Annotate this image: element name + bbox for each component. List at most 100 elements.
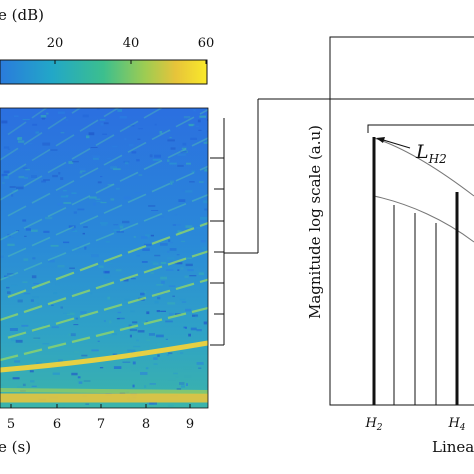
noise-speckle [100, 123, 104, 126]
harmonic-streak [0, 147, 19, 161]
noise-speckle [151, 260, 157, 264]
noise-speckle [98, 265, 104, 268]
noise-speckle [189, 275, 197, 277]
noise-speckle [197, 119, 201, 123]
x-tick-label: 9 [186, 417, 194, 432]
noise-speckle [108, 320, 112, 324]
noise-speckle [204, 168, 208, 172]
noise-speckle [8, 378, 11, 381]
harmonic-streak [199, 221, 208, 228]
noise-speckle [144, 385, 147, 388]
noise-speckle [198, 367, 202, 369]
noise-speckle [123, 196, 131, 200]
noise-speckle [116, 318, 120, 320]
noise-speckle [97, 350, 104, 353]
noise-speckle [17, 137, 23, 140]
noise-speckle [112, 168, 121, 171]
noise-speckle [122, 361, 131, 363]
harmonic-streak [56, 89, 74, 102]
noise-speckle [116, 231, 124, 233]
noise-speckle [22, 118, 30, 120]
noise-speckle [117, 317, 125, 320]
harmonic-streak [127, 141, 147, 153]
noise-speckle [128, 324, 132, 328]
noise-speckle [166, 354, 169, 356]
harmonic-streak [71, 108, 82, 114]
noise-speckle [32, 257, 36, 260]
harmonic-streak [127, 296, 147, 304]
noise-speckle [186, 383, 188, 386]
noise-speckle [176, 254, 180, 256]
noise-speckle [173, 224, 181, 226]
colorbar: e (dB) 20 40 60 [0, 6, 214, 85]
noise-speckle [119, 116, 127, 119]
noise-speckle [113, 366, 122, 369]
noise-speckle [3, 170, 10, 174]
noise-speckle [48, 259, 55, 263]
noise-speckle [84, 245, 87, 248]
noise-speckle [0, 384, 4, 386]
noise-speckle [156, 343, 162, 347]
noise-speckle [60, 195, 68, 198]
noise-speckle [60, 131, 65, 134]
noise-speckle [75, 317, 79, 320]
harmonic-streak [175, 227, 195, 236]
noise-speckle [149, 402, 157, 405]
noise-speckle [81, 354, 88, 357]
harmonic-streak [71, 148, 91, 160]
noise-speckle [151, 210, 159, 211]
x-tick-label: 8 [142, 417, 150, 432]
noise-speckle [165, 338, 168, 340]
noise-speckle [25, 168, 30, 171]
noise-speckle [181, 240, 186, 243]
noise-speckle [31, 275, 37, 279]
noise-speckle [99, 367, 104, 369]
spectrogram-texture [0, 108, 208, 408]
x-tick-label: 5 [7, 417, 15, 432]
noise-speckle [154, 154, 161, 158]
noise-speckle [177, 230, 182, 234]
harmonic-streak [199, 278, 208, 284]
harmonic-streak [47, 116, 67, 130]
noise-speckle [133, 345, 141, 348]
noise-speckle [157, 354, 160, 357]
noise-speckle [180, 267, 184, 270]
noise-speckle [85, 403, 89, 405]
noise-speckle [167, 159, 170, 162]
noise-speckle [35, 131, 40, 134]
harmonic-streak [0, 354, 19, 362]
noise-speckle [141, 261, 148, 263]
noise-speckle [23, 258, 29, 261]
harmonic-streak [55, 134, 75, 147]
noise-speckle [71, 192, 77, 194]
noise-speckle [153, 357, 158, 360]
noise-speckle [123, 278, 129, 282]
noise-speckle [149, 154, 153, 158]
harmonic-streak [95, 281, 115, 290]
noise-speckle [96, 200, 103, 203]
harmonic-streak [7, 289, 27, 299]
noise-speckle [2, 182, 5, 184]
harmonic-streak [23, 175, 43, 187]
noise-speckle [178, 199, 186, 202]
harmonic-streak [96, 86, 114, 98]
noise-speckle [7, 273, 15, 275]
noise-speckle [145, 234, 150, 238]
noise-speckle [185, 327, 187, 329]
noise-speckle [86, 135, 90, 139]
noise-speckle [118, 156, 123, 158]
noise-speckle [185, 257, 192, 259]
noise-speckle [181, 301, 187, 303]
noise-speckle [206, 130, 208, 133]
harmonic-streak [23, 305, 43, 314]
noise-speckle [91, 349, 99, 352]
noise-speckle [204, 208, 208, 211]
noise-speckle [207, 270, 208, 273]
noise-speckle [32, 337, 38, 340]
harmonic-streak [71, 195, 91, 206]
noise-speckle [181, 385, 185, 388]
noise-speckle [169, 162, 177, 165]
noise-speckle [132, 361, 136, 365]
harmonic-streak [7, 205, 27, 217]
noise-speckle [71, 372, 78, 376]
